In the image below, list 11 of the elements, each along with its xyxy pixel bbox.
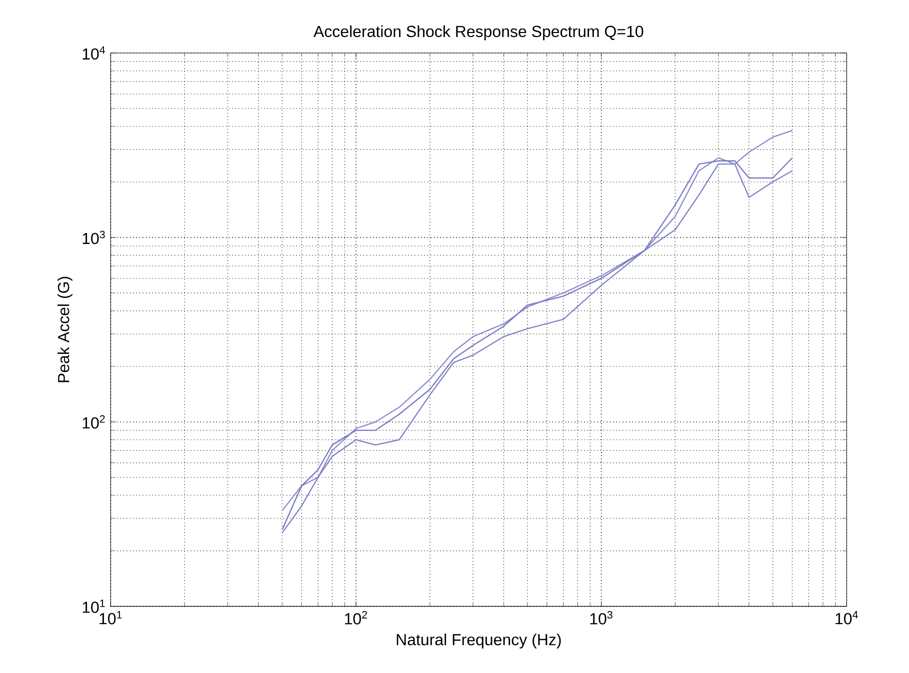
chart-title: Acceleration Shock Response Spectrum Q=10	[313, 25, 644, 40]
x-axis-title: Natural Frequency (Hz)	[396, 634, 561, 649]
x-tick-label: 10$^{3}$	[590, 611, 612, 624]
x-tick-label: 10$^{2}$	[345, 611, 368, 624]
y-tick-label: 10$^{1}$	[82, 600, 105, 613]
y-tick-label: 10$^{4}$	[82, 46, 105, 60]
x-tick-label: 10$^{4}$	[836, 611, 858, 624]
y-tick-label: 10$^{2}$	[82, 415, 105, 429]
y-axis-title: Peak Accel (G)	[58, 276, 72, 382]
y-tick-label: 10$^{3}$	[82, 230, 105, 244]
x-tick-label: 10$^{1}$	[100, 611, 122, 624]
